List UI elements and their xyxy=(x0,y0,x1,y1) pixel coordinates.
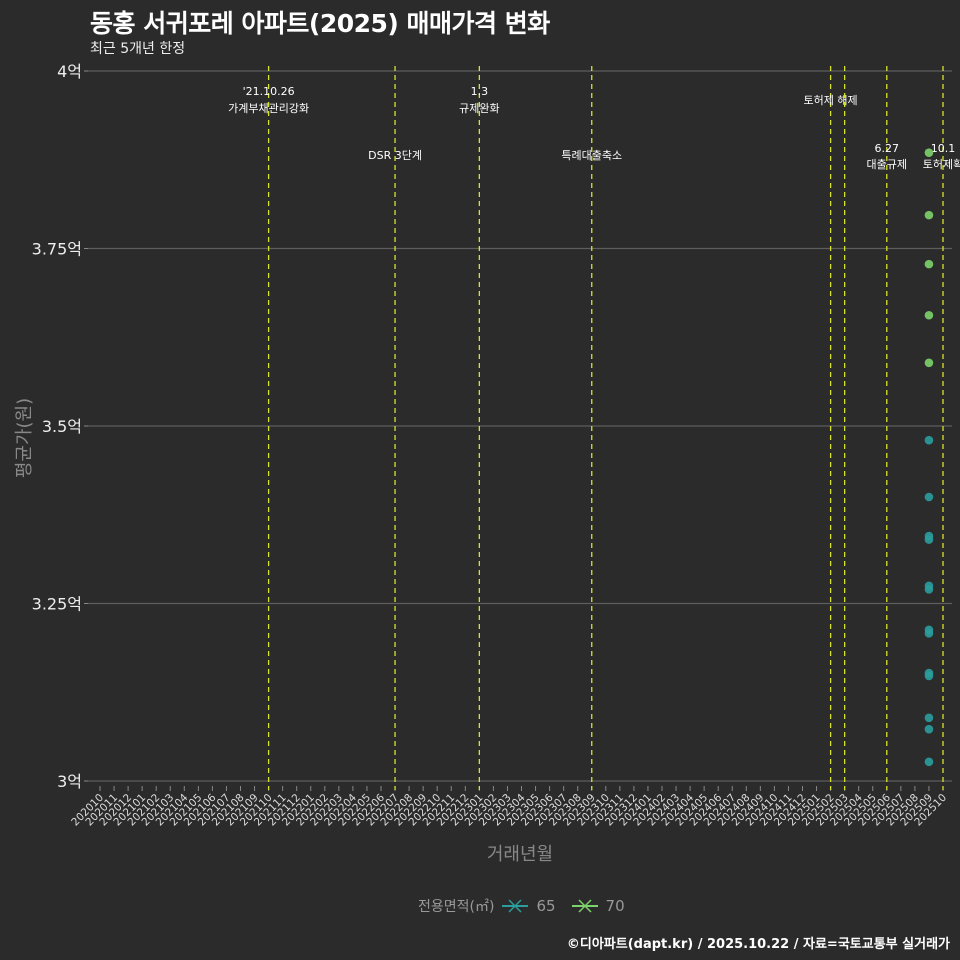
event-label: 토허제 해제 xyxy=(804,93,858,107)
event-label: 대출규제 xyxy=(867,158,907,171)
data-point xyxy=(924,310,934,320)
legend-label-70: 70 xyxy=(605,897,625,915)
legend-label-65: 65 xyxy=(536,897,556,915)
data-point xyxy=(924,535,934,544)
y-tick-label: 3.25억 xyxy=(32,595,82,614)
legend: 전용면적(㎡) 65 70 xyxy=(418,896,633,916)
data-point xyxy=(924,259,934,269)
x-axis-label: 거래년월 xyxy=(486,844,554,865)
legend-key-70-icon xyxy=(571,898,598,914)
data-point xyxy=(924,585,934,594)
data-point xyxy=(924,713,934,723)
legend-key-65-icon xyxy=(502,898,529,914)
y-tick-label: 4억 xyxy=(57,62,82,81)
data-point xyxy=(924,148,934,157)
data-point xyxy=(924,492,934,502)
legend-title: 전용면적(㎡) xyxy=(418,899,495,915)
y-axis-label: 평균가(원) xyxy=(14,397,35,479)
event-label: 가계부채관리강화 xyxy=(228,102,309,115)
chart-title: 동홍 서귀포레 아파트(2025) 매매가격 변화 xyxy=(90,9,550,38)
event-label: 규제완화 xyxy=(459,102,499,115)
source-credit: ©디아파트(dapt.kr) / 2025.10.22 / 자료=국토교통부 실… xyxy=(566,937,950,952)
event-label: DSR 3단계 xyxy=(368,149,422,162)
event-date-label: 10.1 xyxy=(931,142,956,155)
data-point xyxy=(924,757,934,767)
y-tick-label: 3.5억 xyxy=(42,417,82,436)
data-point xyxy=(924,724,934,734)
data-point xyxy=(924,671,934,681)
event-label: 특례대출축소 xyxy=(561,149,622,162)
event-date-label: '21.10.26 xyxy=(243,85,295,98)
y-tick-label: 3.75억 xyxy=(32,240,82,259)
event-date-label: 6.27 xyxy=(875,142,900,155)
data-point xyxy=(924,358,934,368)
event-label: 토허제확 xyxy=(923,158,960,171)
chart-subtitle: 최근 5개년 한정 xyxy=(90,41,186,57)
data-point xyxy=(924,210,934,220)
data-point xyxy=(924,629,934,638)
y-tick-label: 3억 xyxy=(57,772,82,791)
data-point xyxy=(924,435,934,445)
event-date-label: 1.3 xyxy=(471,85,489,98)
